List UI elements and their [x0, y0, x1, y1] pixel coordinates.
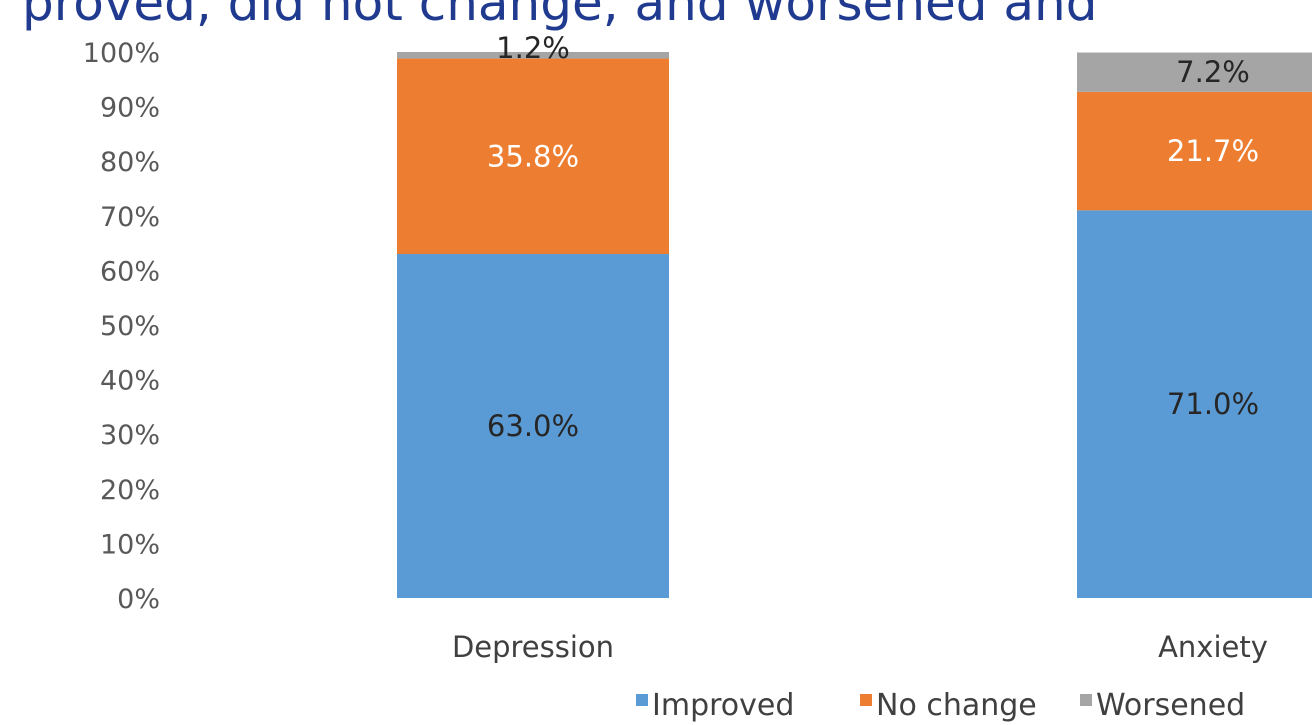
chart-title-cut: proved, did not change, and worsened and: [22, 0, 1098, 32]
y-tick-label: 100%: [83, 38, 160, 69]
y-tick-label: 80%: [100, 147, 160, 178]
legend-label-worsened: Worsened: [1096, 688, 1245, 723]
bar-depression-no-change: [397, 58, 669, 255]
y-tick-label: 20%: [100, 475, 160, 506]
category-label-depression: Depression: [452, 630, 614, 664]
y-tick-label: 90%: [100, 93, 160, 124]
legend-swatch-no-change: [860, 694, 872, 706]
y-tick-label: 0%: [117, 584, 160, 615]
legend-swatch-improved: [636, 694, 648, 706]
legend-label-improved: Improved: [652, 688, 794, 723]
data-label-anxiety-improved: 71.0%: [1167, 387, 1259, 421]
data-label-depression-improved: 63.0%: [487, 409, 579, 443]
y-tick-label: 70%: [100, 202, 160, 233]
data-label-anxiety-no-change: 21.7%: [1167, 134, 1259, 168]
bar-anxiety-no-change: [1077, 91, 1312, 211]
bar-anxiety-improved: [1077, 210, 1312, 598]
bar-anxiety-worsened: [1077, 52, 1312, 92]
data-label-anxiety-worsened: 7.2%: [1176, 55, 1250, 89]
data-label-depression-worsened: 1.2%: [496, 31, 570, 65]
category-label-anxiety: Anxiety: [1158, 630, 1268, 664]
bar-depression-improved: [397, 254, 669, 598]
y-tick-label: 30%: [100, 420, 160, 451]
legend-swatch-worsened: [1080, 694, 1092, 706]
y-tick-label: 10%: [100, 529, 160, 560]
legend-label-no-change: No change: [876, 688, 1037, 723]
bar-depression-worsened: [397, 52, 669, 59]
y-tick-label: 50%: [100, 311, 160, 342]
data-label-depression-no-change: 35.8%: [487, 139, 579, 173]
y-tick-label: 60%: [100, 256, 160, 287]
y-tick-label: 40%: [100, 366, 160, 397]
